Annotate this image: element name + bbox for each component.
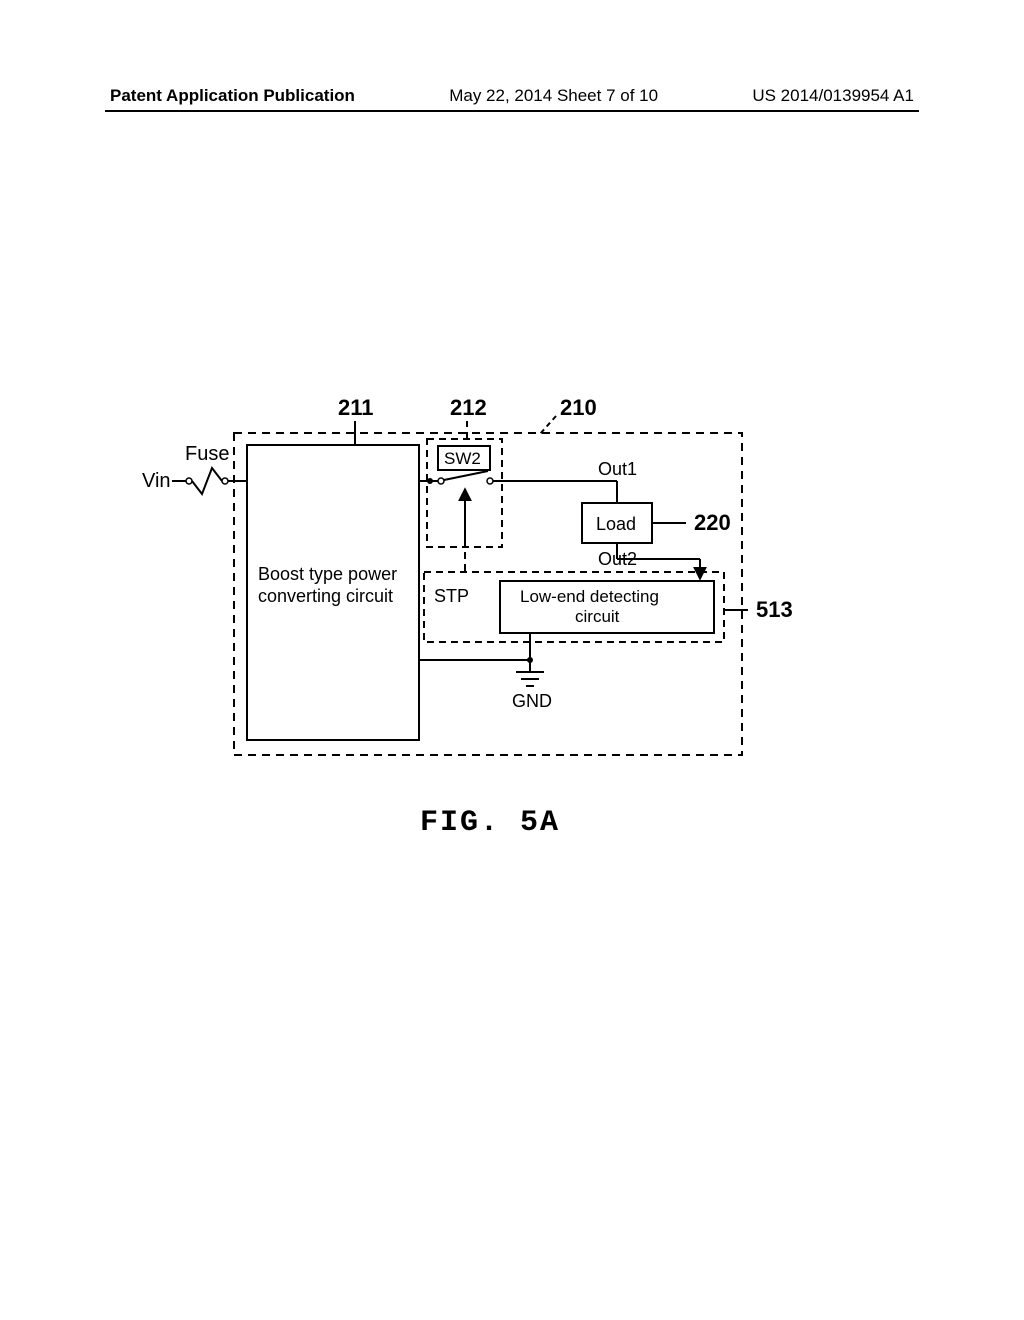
out1-label: Out1 [598, 459, 637, 479]
boost-text-l2: converting circuit [258, 586, 393, 606]
circuit-diagram: Boost type power converting circuit 211 … [0, 0, 1024, 1320]
gnd-label: GND [512, 691, 552, 711]
load-label: Load [596, 514, 636, 534]
ref-513: 513 [756, 597, 793, 622]
detect-l1: Low-end detecting [520, 587, 659, 606]
boost-text-l1: Boost type power [258, 564, 397, 584]
detect-l2: circuit [575, 607, 620, 626]
vin-label: Vin [142, 470, 171, 492]
ref-212: 212 [450, 395, 487, 420]
fuse-label: Fuse [185, 443, 229, 465]
stp-label: STP [434, 586, 469, 606]
figure-caption: FIG. 5A [420, 806, 560, 840]
ref-220: 220 [694, 510, 731, 535]
sw2-label: SW2 [444, 449, 481, 468]
ref-210: 210 [560, 395, 597, 420]
ref-211: 211 [338, 395, 374, 420]
